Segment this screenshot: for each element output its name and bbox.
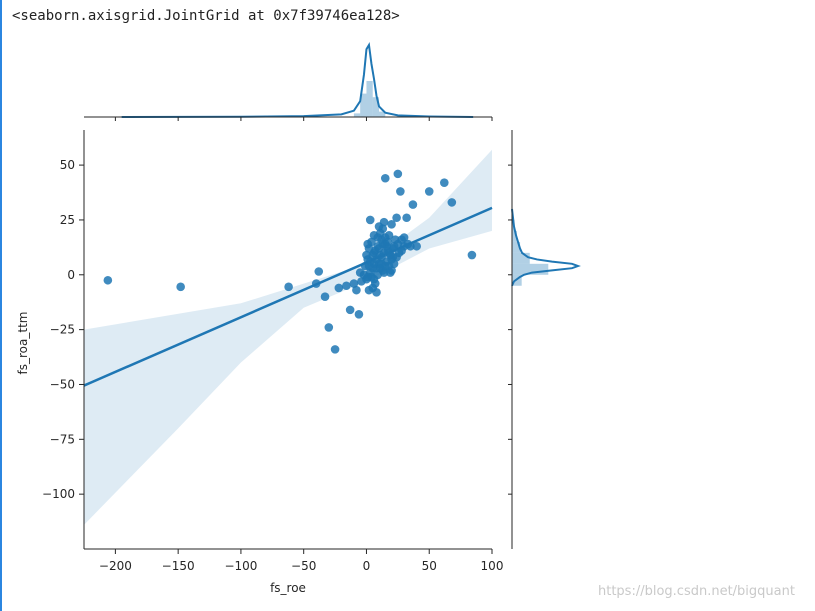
marginal-x-hist-bar bbox=[379, 111, 386, 117]
scatter-point bbox=[314, 267, 324, 276]
scatter-point bbox=[393, 169, 403, 179]
scatter-point bbox=[324, 323, 334, 332]
scatter-point bbox=[311, 279, 321, 288]
scatter-point bbox=[379, 268, 389, 277]
y-tick-label: −75 bbox=[50, 432, 75, 446]
cell-left-accent-bar bbox=[0, 0, 2, 611]
scatter-point bbox=[403, 239, 413, 249]
scatter-point bbox=[408, 200, 418, 209]
scatter-point bbox=[349, 279, 359, 288]
scatter-points bbox=[103, 169, 477, 354]
scatter-point bbox=[447, 198, 457, 207]
x-axis-ticks: −200 −150 −100 −50 0 50 100 bbox=[99, 549, 504, 573]
marginal-x-hist-bar bbox=[353, 113, 361, 117]
scatter-point bbox=[284, 282, 293, 292]
scatter-point bbox=[392, 213, 401, 223]
scatter-point bbox=[387, 220, 396, 229]
main-axes bbox=[83, 130, 492, 550]
x-tick-label: −100 bbox=[224, 559, 257, 573]
scatter-point bbox=[389, 259, 399, 269]
scatter-point bbox=[363, 239, 373, 249]
marginal-y-hist-bar bbox=[512, 241, 521, 253]
scatter-point bbox=[372, 288, 381, 297]
scatter-point bbox=[399, 233, 409, 242]
scatter-point bbox=[439, 178, 449, 187]
scatter-point bbox=[402, 213, 411, 223]
scatter-point bbox=[334, 283, 344, 293]
scatter-point bbox=[370, 279, 380, 288]
regression-line bbox=[83, 206, 493, 387]
scatter-point bbox=[383, 237, 393, 247]
marginal-x-kde-curve bbox=[121, 42, 474, 118]
scatter-point bbox=[467, 250, 477, 260]
marginal-x-hist-bar bbox=[366, 81, 373, 117]
x-tick-label: 100 bbox=[481, 559, 504, 573]
y-tick-label: −100 bbox=[42, 487, 75, 501]
marginal-x-distribution bbox=[84, 42, 493, 121]
scatter-point bbox=[352, 285, 361, 295]
x-tick-label: 0 bbox=[363, 559, 371, 573]
scatter-point bbox=[379, 217, 389, 227]
scatter-point bbox=[380, 173, 390, 183]
marginal-y-hist-bar bbox=[512, 263, 549, 275]
y-tick-label: 25 bbox=[60, 213, 75, 227]
y-tick-label: 50 bbox=[60, 158, 75, 172]
scatter-point bbox=[362, 250, 371, 260]
scatter-point bbox=[424, 187, 434, 196]
scatter-point bbox=[103, 275, 113, 285]
scatter-point bbox=[363, 272, 373, 282]
confidence-band bbox=[84, 149, 492, 525]
marginal-x-hist-bar bbox=[372, 97, 380, 117]
x-tick-label: −200 bbox=[99, 559, 132, 573]
scatter-point bbox=[412, 241, 421, 251]
regression-line-layer bbox=[83, 206, 493, 387]
scatter-point bbox=[345, 305, 355, 315]
scatter-point bbox=[330, 345, 340, 354]
marginal-y-hist-bar bbox=[512, 252, 530, 264]
y-tick-label: −50 bbox=[50, 377, 75, 391]
y-axis-label: fs_roa_ttm bbox=[16, 312, 30, 375]
output-repr-text: <seaborn.axisgrid.JointGrid at 0x7f39746… bbox=[12, 8, 400, 24]
scatter-point bbox=[373, 233, 383, 242]
scatter-point bbox=[354, 309, 364, 319]
scatter-point bbox=[396, 187, 405, 196]
y-tick-label: −25 bbox=[50, 323, 75, 337]
scatter-point bbox=[378, 224, 388, 234]
watermark-text: https://blog.csdn.net/bigquant bbox=[598, 584, 795, 599]
scatter-point bbox=[388, 252, 398, 262]
scatter-point bbox=[384, 230, 394, 240]
scatter-point bbox=[380, 261, 390, 271]
x-tick-label: 50 bbox=[422, 559, 437, 573]
marginal-x-hist-bar bbox=[360, 93, 367, 117]
scatter-point bbox=[176, 282, 185, 292]
x-tick-label: −50 bbox=[291, 559, 316, 573]
scatter-point bbox=[342, 281, 351, 291]
x-axis-label: fs_roe bbox=[270, 581, 306, 595]
scatter-point bbox=[375, 250, 385, 260]
y-axis-ticks: 50 25 0 −25 −50 −75 −100 bbox=[42, 158, 84, 501]
scatter-point bbox=[320, 292, 330, 302]
marginal-y-distribution bbox=[508, 130, 581, 549]
scatter-point bbox=[364, 261, 374, 271]
y-tick-label: 0 bbox=[67, 268, 75, 282]
scatter-point bbox=[386, 268, 395, 277]
marginal-y-hist-bar bbox=[512, 230, 517, 242]
scatter-point bbox=[365, 215, 375, 225]
x-tick-label: −150 bbox=[162, 559, 195, 573]
confidence-band-layer bbox=[84, 149, 492, 525]
marginal-y-kde-curve bbox=[511, 208, 581, 287]
